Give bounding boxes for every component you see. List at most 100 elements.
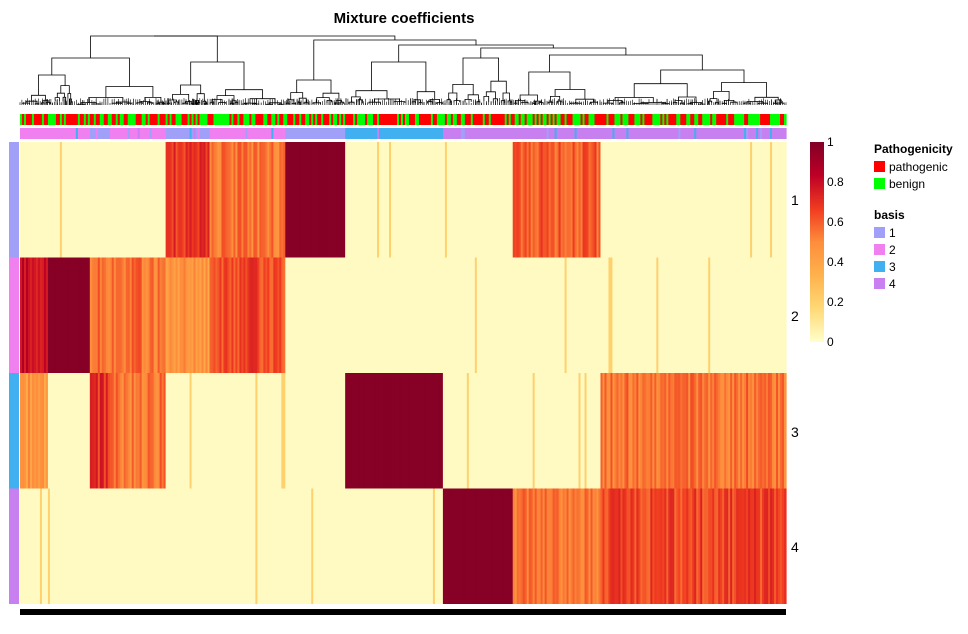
heatmap-cell [520,488,524,604]
basis-annotation-cell [524,128,528,139]
heatmap-cell [656,488,659,604]
heatmap-cell [538,488,542,604]
heatmap-cell [468,142,472,258]
basis-annotation-cell [353,128,356,139]
heatmap-cell [245,142,248,258]
heatmap-cell [249,488,252,604]
heatmap-cell [363,142,366,258]
heatmap-cell [650,257,653,373]
heatmap-cell [714,488,717,604]
heatmap-cell [255,142,258,258]
heatmap-cell [682,257,685,373]
pathogenicity-annotation-cell [163,114,167,125]
heatmap-cell [367,488,370,604]
heatmap-cell [259,257,262,373]
heatmap-cell [175,257,179,373]
dendrogram-link [709,98,718,103]
heatmap-cell [516,257,520,373]
heatmap-cell [131,142,135,258]
pathogenicity-annotation-cell [389,114,392,125]
heatmap-cell [478,257,482,373]
pathogenicity-annotation-cell [261,114,264,125]
pathogenicity-annotation-cell [31,114,35,125]
heatmap-cell [117,488,121,604]
pathogenicity-annotation-cell [574,114,578,125]
heatmap-cell [279,488,282,604]
dendrogram-link [532,103,536,105]
pathogenicity-annotation-cell [442,114,446,125]
heatmap-cell [440,142,444,258]
heatmap-cell [548,142,552,258]
basis-annotation-cell [303,128,306,139]
heatmap-cell [327,142,330,258]
pathogenicity-annotation-cell [628,114,631,125]
pathogenicity-annotation-cell [572,114,576,125]
heatmap-cell [27,373,31,489]
basis-annotation-cell [782,128,785,139]
basis-annotation-cell [632,128,635,139]
heatmap-cell [420,257,424,373]
heatmap-cell [93,142,97,258]
pathogenicity-annotation-cell [576,114,580,125]
heatmap-cell [303,257,306,373]
heatmap-cell [610,373,614,489]
pathogenicity-annotation-cell [620,114,624,125]
heatmap-cell [520,373,524,489]
pathogenicity-annotation-cell [630,114,633,125]
basis-annotation-cell [428,128,432,139]
pathogenicity-annotation-cell [393,114,396,125]
heatmap-cell [199,373,203,489]
heatmap-cell [145,488,149,604]
basis-annotation-cell [29,128,33,139]
heatmap-cell [720,257,723,373]
heatmap-cell [450,142,454,258]
heatmap-cell [766,142,769,258]
heatmap-cell [233,257,237,373]
basis-annotation-cell [516,128,520,139]
heatmap-cell [542,142,546,258]
pathogenicity-annotation-cell [682,114,685,125]
heatmap-cell [365,488,368,604]
pathogenicity-annotation-cell [369,114,372,125]
pathogenicity-annotation-cell [766,114,769,125]
basis-annotation-cell [676,128,679,139]
heatmap-cell [654,142,657,258]
heatmap-cell [414,488,418,604]
heatmap-cell [113,142,117,258]
heatmap-cell [33,373,37,489]
heatmap-cell [404,373,408,489]
pathogenicity-annotation-cell [239,114,243,125]
heatmap-cell [91,142,95,258]
heatmap-cell [361,488,364,604]
heatmap-cell [632,488,635,604]
heatmap-cell [502,373,506,489]
heatmap-cell [642,488,645,604]
heatmap-cell [383,257,386,373]
pathogenicity-annotation-cell [554,114,558,125]
heatmap-cell [486,142,490,258]
heatmap-cell [345,488,348,604]
heatmap-cell [782,488,785,604]
heatmap-cell [728,257,731,373]
basis-annotation-cell [558,128,562,139]
basis-annotation-cell [291,128,294,139]
heatmap-cell [257,373,260,489]
basis-annotation-cell [145,128,149,139]
pathogenicity-annotation-cell [297,114,300,125]
heatmap-cell [700,373,703,489]
heatmap-cell [454,142,458,258]
heatmap-cell [117,373,121,489]
basis-annotation-cell [424,128,428,139]
heatmap-cell [676,257,679,373]
heatmap-cell [784,142,787,258]
heatmap-cell [381,488,384,604]
heatmap-cell [704,488,707,604]
basis-annotation-cell [490,128,494,139]
heatmap-cells [20,142,787,604]
dendrogram-link [464,99,472,103]
heatmap-cell [416,142,420,258]
basis-annotation-cell [239,128,243,139]
pathogenicity-annotation-cell [91,114,95,125]
heatmap-cell [301,488,304,604]
heatmap-cell [418,488,422,604]
